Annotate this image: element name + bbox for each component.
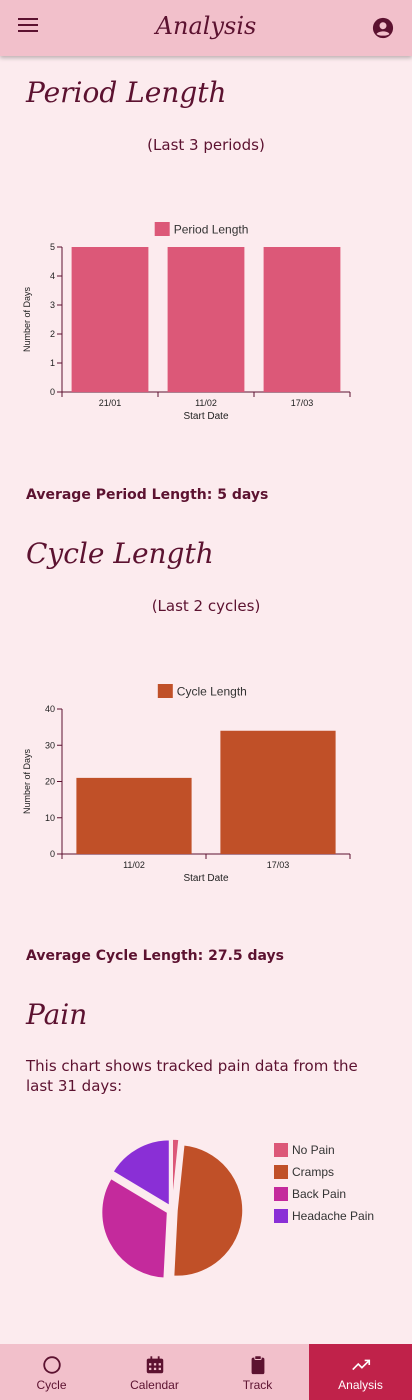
cycle-chart-x-tick-label: 17/03 [267,860,290,870]
average-period-length: Average Period Length: 5 days [26,487,269,503]
circle-icon [42,1356,61,1374]
period-chart-x-tick-label: 17/03 [291,398,314,408]
pain-pie-slice [100,1177,169,1280]
cycle-chart-y-tick-label: 20 [45,777,55,787]
period-chart-y-tick-label: 5 [50,242,55,252]
pain-pie-slice [171,1138,180,1206]
pain-legend-label: Cramps [292,1165,334,1179]
account-circle-icon[interactable] [372,17,394,39]
pain-legend-swatch [274,1209,288,1223]
period-chart-y-tick-label: 2 [50,329,55,339]
period-chart-y-tick-label: 1 [50,358,55,368]
cycle-chart-bar [76,777,192,854]
cycle-chart-y-tick-label: 40 [45,704,55,714]
nav-label-analysis: Analysis [338,1378,383,1392]
nav-item-cycle[interactable]: Cycle [0,1344,103,1400]
nav-label-track: Track [242,1378,273,1392]
pain-legend-label: Headache Pain [292,1209,374,1223]
period-chart-x-tick-label: 11/02 [195,398,217,408]
pain-legend-swatch [274,1165,288,1179]
period-chart-legend-swatch [154,222,170,236]
bottom-navigation: Cycle Calendar Track Analysis [0,1344,412,1400]
cycle-chart-y-tick-label: 10 [45,813,55,823]
pain-legend-label: No Pain [292,1143,335,1157]
period-chart-y-tick-label: 3 [50,300,55,310]
cycle-chart-x-axis-label: Start Date [183,873,228,884]
pain-legend-label: Back Pain [292,1187,346,1201]
cycle-length-subtitle: (Last 2 cycles) [151,597,261,615]
cycle-chart-x-tick-label: 11/02 [123,860,145,870]
menu-icon[interactable] [18,18,38,38]
nav-item-analysis[interactable]: Analysis [309,1344,412,1400]
calendar-icon [146,1356,163,1374]
pain-pie-slice [111,1138,171,1207]
cycle-chart-legend-swatch [157,684,173,698]
cycle-length-chart: Cycle Length 0 10 20 30 40 11/02 17/03 Start Dat… [22,684,351,884]
nav-label-calendar: Calendar [130,1378,179,1392]
period-length-chart: Period Length 0 1 2 3 4 5 21/01 11/02 17/03 Start … [22,222,351,422]
pain-heading: Pain [26,998,88,1031]
average-cycle-length: Average Cycle Length: 27.5 days [26,948,285,964]
cycle-length-heading: Cycle Length [26,537,214,570]
app-bar: Analysis [0,0,412,56]
nav-label-cycle: Cycle [36,1378,67,1392]
period-chart-y-tick-label: 4 [50,271,55,281]
period-chart-x-tick-label: 21/01 [99,398,122,408]
pain-pie-slice [172,1143,244,1278]
cycle-chart-y-tick-label: 30 [45,740,55,750]
period-length-subtitle: (Last 3 periods) [147,136,265,154]
period-chart-y-tick-label: 0 [50,387,55,397]
nav-item-calendar[interactable]: Calendar [103,1344,206,1400]
cycle-chart-y-tick-label: 0 [50,849,55,859]
cycle-chart-bar [220,730,336,854]
period-chart-bar [167,247,245,392]
pain-pie-chart: No Pain Cramps Back Pain Headache Pain [100,1138,374,1280]
clipboard-icon [251,1355,264,1375]
cycle-chart-y-axis-label: Number of Days [22,748,32,814]
pain-legend-swatch [274,1143,288,1157]
cycle-chart-legend-label: Cycle Length [177,685,247,699]
period-chart-bar [263,247,341,392]
trending-up-icon [351,1359,370,1371]
period-chart-y-axis-label: Number of Days [22,286,32,352]
period-chart-legend-label: Period Length [174,223,249,237]
period-chart-bar [71,247,149,392]
pain-legend-swatch [274,1187,288,1201]
pain-description: This chart shows tracked pain data from … [26,1057,358,1095]
nav-item-track[interactable]: Track [206,1344,309,1400]
period-chart-x-axis-label: Start Date [183,411,228,422]
page-title: Analysis [155,12,257,40]
period-length-heading: Period Length [26,76,227,109]
